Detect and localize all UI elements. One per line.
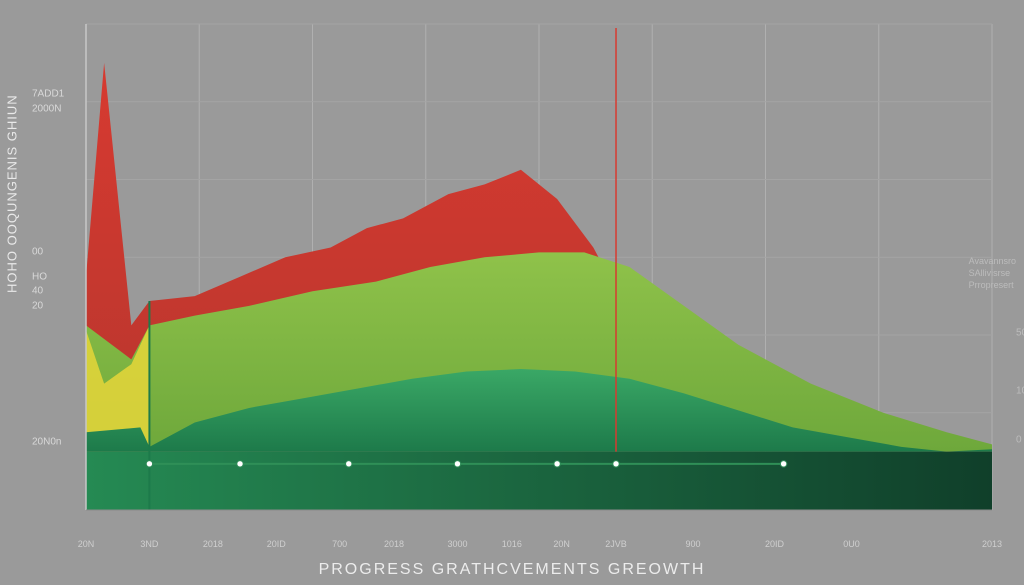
x-axis-marker-dot <box>237 461 243 467</box>
legend-item: SAllivisrse <box>969 267 1016 279</box>
x-axis-marker-dot <box>346 461 352 467</box>
x-tick: 20N <box>553 539 570 549</box>
y-tick-right: 50 <box>1016 327 1024 338</box>
x-axis-marker-dot <box>454 461 460 467</box>
x-axis-marker-dot <box>613 461 619 467</box>
y-tick-left: 2000N <box>32 104 61 115</box>
y-tick-left: 7ADD1 <box>32 89 64 100</box>
chart-svg <box>0 0 1024 585</box>
x-tick: 700 <box>332 539 347 549</box>
y-tick-left: HO <box>32 271 47 282</box>
x-tick: 20ID <box>765 539 784 549</box>
y-tick-right: 0 <box>1016 434 1022 445</box>
x-tick: 2018 <box>203 539 223 549</box>
x-tick: 2018 <box>384 539 404 549</box>
y-tick-left: 20N0n <box>32 436 61 447</box>
x-tick: 0U0 <box>843 539 860 549</box>
x-axis-marker-dot <box>780 461 786 467</box>
x-tick: 20ID <box>267 539 286 549</box>
area-chart: HOHO OOQUNGENIS GHIUN PROGRESS GRATHCVEM… <box>0 0 1024 585</box>
x-tick: 3000 <box>447 539 467 549</box>
x-axis-marker-dot <box>554 461 560 467</box>
x-axis-title: PROGRESS GRATHCVEMENTS GREOWTH <box>0 561 1024 579</box>
y-tick-left: 40 <box>32 286 43 297</box>
x-tick: 900 <box>686 539 701 549</box>
legend-item: Avavannsro <box>969 255 1016 267</box>
y-tick-right: 10 <box>1016 385 1024 396</box>
x-axis-marker-dot <box>146 461 152 467</box>
x-tick: 2JVB <box>605 539 627 549</box>
x-tick: 2013 <box>982 539 1002 549</box>
legend-item: Prropresert <box>969 279 1016 291</box>
y-axis-label: HOHO OOQUNGENIS GHIUN <box>5 94 20 293</box>
x-tick: 3ND <box>140 539 158 549</box>
y-tick-left: 00 <box>32 247 43 258</box>
base-strip <box>86 452 992 510</box>
x-axis-ticks: 20N 3ND 2018 20ID 700 2018 3000 1016 20N 2JVB 900 2… <box>0 539 1024 553</box>
y-tick-left: 20 <box>32 300 43 311</box>
legend: AvavannsroSAllivisrsePrropresert <box>969 255 1016 291</box>
x-tick: 1016 <box>502 539 522 549</box>
x-tick: 20N <box>78 539 95 549</box>
